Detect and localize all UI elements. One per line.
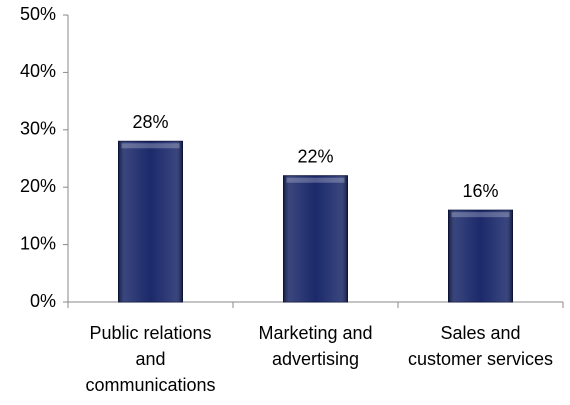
value-label: 22% bbox=[297, 146, 333, 166]
x-tick-label: Public relations and communications bbox=[85, 323, 216, 395]
y-tick-label: 50% bbox=[20, 4, 56, 24]
y-tick-label: 0% bbox=[30, 291, 56, 311]
y-tick-label: 20% bbox=[20, 176, 56, 196]
y-tick-label: 30% bbox=[20, 119, 56, 139]
bar-cap bbox=[451, 212, 510, 218]
y-tick-label: 40% bbox=[20, 61, 56, 81]
value-label: 16% bbox=[462, 181, 498, 201]
bar-shine bbox=[118, 141, 183, 302]
y-tick-label: 10% bbox=[20, 233, 56, 253]
x-tick-label: Marketing and advertising bbox=[258, 323, 373, 369]
x-tick-label: Sales and customer services bbox=[407, 323, 554, 369]
bar-cap bbox=[121, 143, 180, 149]
value-label: 28% bbox=[132, 112, 168, 132]
bar-shine bbox=[283, 175, 348, 302]
bar-shine bbox=[448, 210, 513, 302]
bar-cap bbox=[286, 177, 345, 183]
